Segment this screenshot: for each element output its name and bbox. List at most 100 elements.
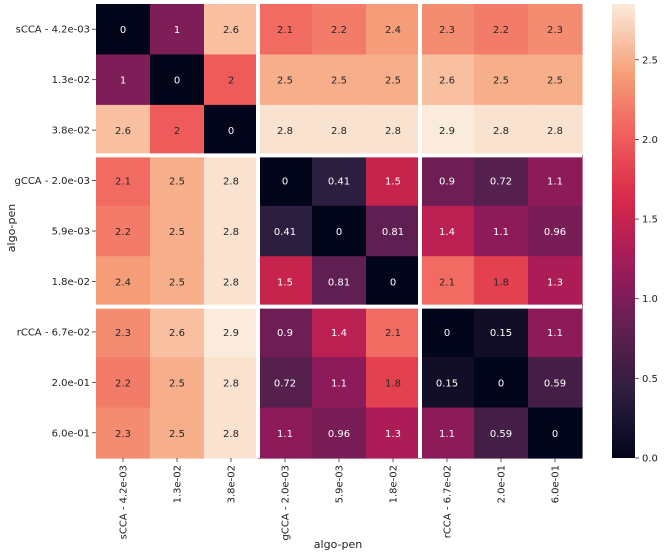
cell-value-label: 2.6 <box>115 126 131 137</box>
cell-value-label: 1.5 <box>277 277 293 288</box>
cell-value-label: 2.5 <box>385 76 401 87</box>
cell-value-label: 0.9 <box>439 177 455 188</box>
cell-value-label: 1.3 <box>385 429 401 440</box>
cell-value-label: 1.1 <box>547 328 563 339</box>
heatmap-cell <box>474 407 529 459</box>
colorbar-gradient <box>612 4 635 458</box>
cell-value-label: 1.1 <box>331 378 347 389</box>
heatmap-cell <box>258 357 313 409</box>
heatmap-cell <box>312 306 367 358</box>
x-axis-label: algo-pen <box>314 538 362 551</box>
heatmap-cell <box>474 104 529 156</box>
heatmap-cell <box>474 205 529 257</box>
x-tick-label: 6.0e-01 <box>551 465 562 503</box>
cell-value-label: 0 <box>174 76 180 87</box>
heatmap-cell <box>366 205 421 257</box>
heatmap-cell <box>96 54 151 106</box>
cell-value-label: 2.1 <box>277 25 293 36</box>
heatmap-cell <box>258 306 313 358</box>
x-tick-label: 1.8e-02 <box>389 465 400 503</box>
cell-value-label: 0 <box>444 328 450 339</box>
x-tick-label: 2.0e-01 <box>497 465 508 503</box>
heatmap-cell <box>528 4 583 56</box>
cell-value-label: 2 <box>174 126 180 137</box>
heatmap-cell <box>258 155 313 207</box>
heatmap-cell <box>420 407 475 459</box>
heatmap-cell <box>474 306 529 358</box>
cell-value-label: 0.9 <box>277 328 293 339</box>
heatmap-cell <box>474 54 529 106</box>
heatmap-cell <box>150 4 205 56</box>
cell-value-label: 2.1 <box>385 328 401 339</box>
heatmap-cell <box>258 205 313 257</box>
cell-value-label: 2.8 <box>547 126 563 137</box>
cell-value-label: 2.8 <box>277 126 293 137</box>
heatmap-cell <box>528 155 583 207</box>
heatmap-cell <box>150 306 205 358</box>
heatmap-cell <box>96 155 151 207</box>
cell-value-label: 2.5 <box>493 76 509 87</box>
cell-value-label: 1.1 <box>547 177 563 188</box>
cell-value-label: 2.5 <box>277 76 293 87</box>
heatmap-cell <box>258 256 313 308</box>
colorbar-tick-label: 2.0 <box>642 135 658 146</box>
cell-value-label: 2.5 <box>169 177 185 188</box>
cell-value-label: 1 <box>120 76 126 87</box>
heatmap-cell <box>258 4 313 56</box>
colorbar-tick-label: 0.0 <box>642 454 658 465</box>
heatmap-cell <box>528 306 583 358</box>
heatmap-cell <box>204 155 259 207</box>
heatmap-cell <box>366 306 421 358</box>
cell-value-label: 2.2 <box>493 25 509 36</box>
heatmap-cell <box>366 256 421 308</box>
colorbar-tick-label: 1.0 <box>642 294 658 305</box>
cell-value-label: 0 <box>498 378 504 389</box>
heatmap-cell <box>420 155 475 207</box>
heatmap-cell <box>96 407 151 459</box>
cell-value-label: 2.5 <box>169 277 185 288</box>
heatmap-cell <box>366 357 421 409</box>
heatmap-cell <box>204 256 259 308</box>
heatmap-cell <box>204 205 259 257</box>
y-tick-label: 3.8e-02 <box>52 126 90 137</box>
heatmap-cell <box>312 155 367 207</box>
cell-value-label: 1.1 <box>439 429 455 440</box>
cell-value-label: 0 <box>282 177 288 188</box>
cell-value-label: 2.6 <box>223 25 239 36</box>
cell-value-label: 2.2 <box>115 227 131 238</box>
heatmap-cell <box>312 54 367 106</box>
cell-value-label: 0.72 <box>274 378 296 389</box>
cell-value-label: 1.3 <box>547 277 563 288</box>
colorbar: 0.0 0.5 1.0 1.5 2.0 2.5 <box>612 4 658 465</box>
heatmap-cell <box>204 357 259 409</box>
y-axis-label: algo-pen <box>5 204 18 252</box>
heatmap-cell <box>474 357 529 409</box>
cell-value-label: 2.8 <box>493 126 509 137</box>
heatmap-cell <box>420 54 475 106</box>
cell-value-label: 0 <box>336 227 342 238</box>
cell-value-label: 0.59 <box>490 429 512 440</box>
cell-value-label: 2.3 <box>115 328 131 339</box>
cell-value-label: 2.5 <box>169 429 185 440</box>
heatmap-cell <box>150 357 205 409</box>
cell-value-label: 0 <box>390 277 396 288</box>
heatmap-cell <box>528 54 583 106</box>
cell-value-label: 0.15 <box>490 328 512 339</box>
heatmap-cell-labels: 0 1 2.6 2.1 2.2 2.4 2.3 2.2 2.3 1 0 2 2.5 2.5 2.5 2.6 2.… <box>115 25 566 440</box>
cell-value-label: 1.4 <box>331 328 347 339</box>
heatmap-cell <box>312 256 367 308</box>
heatmap-cell <box>96 256 151 308</box>
cell-value-label: 1.8 <box>493 277 509 288</box>
y-tick-label: 6.0e-01 <box>52 428 90 439</box>
heatmap-cell <box>150 256 205 308</box>
heatmap-cell <box>474 4 529 56</box>
x-tick-label: 1.3e-02 <box>173 465 184 503</box>
x-tick-label: rCCA - 6.7e-02 <box>443 465 454 538</box>
x-tick-label: 3.8e-02 <box>227 465 238 503</box>
heatmap-cell <box>204 104 259 156</box>
heatmap-cell <box>258 104 313 156</box>
cell-value-label: 2.3 <box>547 25 563 36</box>
x-tick-label: sCCA - 4.2e-03 <box>119 465 130 539</box>
cell-value-label: 2.8 <box>223 277 239 288</box>
